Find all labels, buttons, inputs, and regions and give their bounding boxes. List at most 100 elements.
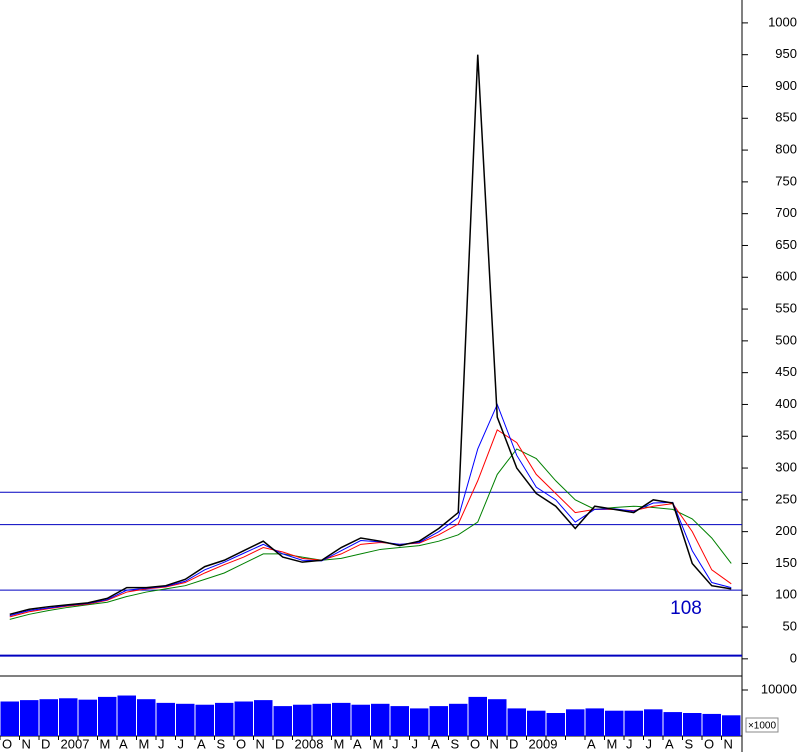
- volume-bar: [702, 713, 721, 736]
- volume-bar: [585, 708, 604, 736]
- x-tick-label: J: [626, 736, 633, 751]
- x-tick-label: J: [178, 736, 185, 751]
- x-tick-label: D: [41, 736, 50, 751]
- y-tick-label: 300: [775, 459, 797, 474]
- x-tick-label: M: [373, 736, 384, 751]
- volume-bar: [20, 700, 39, 736]
- y-tick-label: 250: [775, 491, 797, 506]
- y-tick-label: 850: [775, 110, 797, 125]
- unit-box: [745, 717, 779, 733]
- volume-bar: [371, 703, 390, 736]
- x-tick-label: J: [158, 736, 165, 751]
- volume-bar: [254, 700, 273, 736]
- y-tick-label: 500: [775, 332, 797, 347]
- x-tick-label: M: [100, 736, 111, 751]
- volume-bar: [195, 704, 214, 736]
- x-tick-label: S: [217, 736, 226, 751]
- x-tick-label: N: [22, 736, 31, 751]
- x-tick-label: O: [704, 736, 714, 751]
- annotation: 108: [670, 598, 702, 619]
- y-tick-label: 800: [775, 142, 797, 157]
- series-line: [9, 54, 732, 616]
- x-tick-label: D: [509, 736, 518, 751]
- volume-bar: [429, 706, 448, 736]
- volume-bar: [117, 695, 136, 736]
- volume-bar: [644, 709, 663, 736]
- x-tick-label: J: [412, 736, 419, 751]
- x-tick-label: N: [490, 736, 499, 751]
- volume-unit: ×1000: [748, 721, 777, 732]
- volume-bar: [78, 699, 97, 736]
- x-tick-label: A: [431, 736, 440, 751]
- x-tick-label: A: [665, 736, 674, 751]
- volume-bar: [176, 703, 195, 736]
- volume-bar: [722, 715, 741, 736]
- volume-bar: [468, 696, 487, 736]
- volume-bar: [527, 710, 546, 736]
- y-tick-label: 0: [790, 650, 797, 665]
- volume-bar: [624, 710, 643, 736]
- x-tick-label: N: [724, 736, 733, 751]
- y-tick-label: 50: [783, 618, 797, 633]
- series-line: [9, 403, 732, 617]
- x-tick-label: O: [2, 736, 12, 751]
- volume-bar: [215, 702, 234, 736]
- volume-bar: [390, 706, 409, 736]
- y-tick-label: 200: [775, 523, 797, 538]
- volume-bar: [312, 703, 331, 736]
- y-tick-label: 950: [775, 46, 797, 61]
- volume-bar: [156, 702, 175, 736]
- series-line: [9, 429, 732, 618]
- x-tick-label: J: [646, 736, 653, 751]
- y-tick-label: 350: [775, 428, 797, 443]
- volume-bar: [351, 704, 370, 736]
- volume-bar: [293, 704, 312, 736]
- x-tick-label: O: [236, 736, 246, 751]
- volume-bar: [0, 701, 19, 736]
- x-tick-label: A: [353, 736, 362, 751]
- x-tick-label: 2009: [529, 736, 558, 751]
- volume-bar: [683, 713, 702, 736]
- x-tick-label: 2008: [295, 736, 324, 751]
- volume-bar: [488, 699, 507, 736]
- x-tick-label: O: [470, 736, 480, 751]
- volume-bar: [663, 712, 682, 736]
- y-tick-label: 400: [775, 396, 797, 411]
- x-tick-label: N: [256, 736, 265, 751]
- volume-bar: [410, 708, 429, 736]
- volume-bar: [449, 703, 468, 736]
- x-tick-label: A: [587, 736, 596, 751]
- y-tick-label: 450: [775, 364, 797, 379]
- x-tick-label: J: [392, 736, 399, 751]
- x-tick-label: 2007: [61, 736, 90, 751]
- volume-bar: [546, 713, 565, 736]
- volume-bar: [137, 699, 156, 736]
- volume-bar: [566, 709, 585, 736]
- volume-bar: [273, 706, 292, 736]
- y-tick-label: 700: [775, 205, 797, 220]
- x-tick-label: D: [275, 736, 284, 751]
- volume-bar: [98, 696, 117, 736]
- volume-bar: [332, 702, 351, 736]
- series-line: [9, 448, 732, 620]
- y-tick-label: 550: [775, 301, 797, 316]
- volume-bar: [234, 701, 253, 736]
- x-tick-label: A: [197, 736, 206, 751]
- y-tick-label: 600: [775, 269, 797, 284]
- y-tick-label: 650: [775, 237, 797, 252]
- x-tick-label: M: [334, 736, 345, 751]
- y-tick-label: 1000: [768, 14, 797, 29]
- volume-bar: [507, 708, 526, 736]
- x-tick-label: M: [139, 736, 150, 751]
- x-tick-label: S: [451, 736, 460, 751]
- volume-bar: [39, 699, 58, 736]
- volume-bar: [59, 698, 78, 736]
- volume-bar: [605, 710, 624, 736]
- y-tick-label: 100: [775, 587, 797, 602]
- x-tick-label: A: [119, 736, 128, 751]
- x-tick-label: S: [685, 736, 694, 751]
- y-tick-label: 150: [775, 555, 797, 570]
- y-tick-label: 750: [775, 173, 797, 188]
- y-tick-label: 900: [775, 78, 797, 93]
